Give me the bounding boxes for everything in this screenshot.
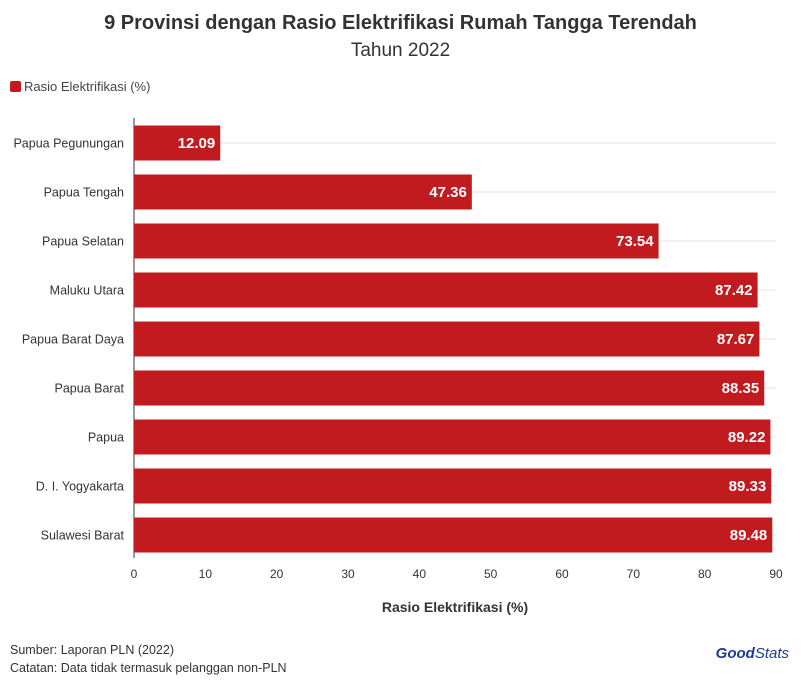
category-label: Papua Tengah (44, 186, 124, 200)
bar (134, 419, 771, 455)
category-label: Papua Barat Daya (22, 333, 124, 347)
legend-label: Rasio Elektrifikasi (%) (24, 79, 151, 94)
bar-value-label: 87.67 (717, 331, 755, 348)
x-axis-title: Rasio Elektrifikasi (%) (382, 599, 528, 615)
footer: Sumber: Laporan PLN (2022) Catatan: Data… (10, 641, 287, 677)
x-tick-label: 90 (769, 567, 783, 581)
bar (134, 272, 758, 308)
category-label: Maluku Utara (50, 284, 124, 298)
logo-stats: Stats (754, 645, 789, 662)
x-tick-label: 40 (413, 567, 427, 581)
chart-title: 9 Provinsi dengan Rasio Elektrifikasi Ru… (104, 12, 697, 34)
source-note: Sumber: Laporan PLN (2022) (10, 643, 174, 657)
bar-value-label: 89.48 (730, 527, 768, 544)
goodstats-logo: GoodStats (716, 645, 789, 662)
chart-subtitle: Tahun 2022 (350, 40, 451, 61)
bar-value-label: 89.22 (728, 429, 766, 446)
bar (134, 468, 772, 504)
bar (134, 223, 659, 259)
bar-value-label: 12.09 (178, 135, 216, 152)
x-tick-label: 80 (698, 567, 712, 581)
x-tick-label: 60 (555, 567, 569, 581)
legend: Rasio Elektrifikasi (%) (10, 79, 150, 94)
bar (134, 517, 773, 553)
legend-swatch (10, 81, 21, 92)
x-tick-label: 10 (199, 567, 213, 581)
bar-value-label: 73.54 (616, 233, 654, 250)
logo-good: Good (715, 645, 755, 662)
bar-value-label: 87.42 (715, 282, 753, 299)
bar (134, 370, 765, 406)
bar-chart: 12.09 47.36 73.54 87.42 87.67 88.35 89.22 89.33… (13, 118, 783, 615)
category-label: D. I. Yogyakarta (36, 480, 124, 494)
bar-value-label: 47.36 (429, 184, 467, 201)
bar (134, 321, 760, 357)
bar (134, 174, 472, 210)
x-tick-label: 30 (341, 567, 355, 581)
x-tick-label: 50 (484, 567, 498, 581)
data-note: Catatan: Data tidak termasuk pelanggan n… (10, 661, 287, 675)
x-tick-label: 0 (131, 567, 138, 581)
bar-value-label: 89.33 (729, 478, 767, 495)
category-label: Papua Pegunungan (13, 137, 124, 151)
bar-value-label: 88.35 (722, 380, 760, 397)
category-label: Papua Barat (55, 382, 125, 396)
category-label: Papua (88, 431, 124, 445)
bar (134, 125, 221, 161)
category-label: Sulawesi Barat (41, 529, 125, 543)
x-tick-label: 70 (627, 567, 641, 581)
x-tick-label: 20 (270, 567, 284, 581)
category-label: Papua Selatan (42, 235, 124, 249)
